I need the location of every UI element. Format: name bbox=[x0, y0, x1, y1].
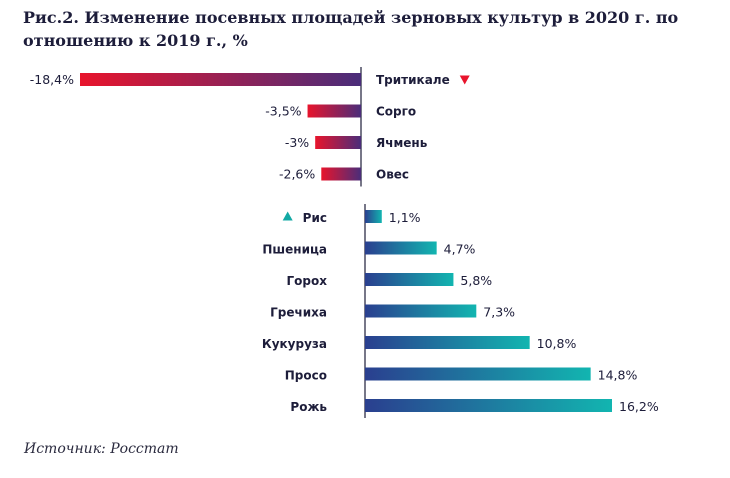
value-label-positive-7: 16,2% bbox=[619, 399, 659, 414]
up-triangle-icon bbox=[282, 211, 293, 221]
value-label-positive-3: 5,8% bbox=[460, 273, 492, 288]
category-label-negative-2: Сорго bbox=[376, 105, 416, 119]
value-label-positive-5: 10,8% bbox=[537, 336, 577, 351]
bar-positive-1 bbox=[365, 210, 382, 223]
value-label-negative-2: -3,5% bbox=[265, 104, 301, 119]
bar-positive-6 bbox=[365, 367, 591, 381]
bar-positive-7 bbox=[365, 399, 612, 412]
positive-bars-group: 1,1% Рис 4,7% Пшеница 5,8% Горох 7,3% Гречиха 10… bbox=[262, 204, 659, 418]
down-triangle-icon bbox=[459, 75, 470, 85]
bar-negative-1 bbox=[80, 73, 361, 86]
category-label-negative-1: Тритикале bbox=[376, 73, 450, 87]
source-note: Источник: Росстат bbox=[24, 441, 179, 457]
value-label-positive-6: 14,8% bbox=[598, 368, 638, 383]
category-label-positive-5: Кукуруза bbox=[262, 337, 327, 351]
bar-negative-4 bbox=[321, 167, 361, 181]
bar-negative-3 bbox=[315, 136, 361, 149]
bar-positive-2 bbox=[365, 241, 437, 255]
category-label-positive-4: Гречиха bbox=[270, 306, 327, 320]
category-label-positive-6: Просо bbox=[285, 369, 327, 383]
category-label-positive-7: Рожь bbox=[290, 400, 327, 414]
value-label-negative-1: -18,4% bbox=[30, 72, 74, 87]
chart-title: Рис.2. Изменение посевных площадей зерно… bbox=[23, 8, 679, 50]
bar-positive-3 bbox=[365, 273, 454, 286]
bar-negative-2 bbox=[307, 104, 361, 118]
bar-positive-4 bbox=[365, 304, 477, 318]
value-label-positive-4: 7,3% bbox=[483, 305, 515, 320]
category-label-negative-4: Овес bbox=[376, 168, 409, 182]
category-label-positive-3: Горох bbox=[287, 274, 328, 288]
negative-bars-group: -18,4% Тритикале -3,5% Сорго -3% Ячмень -2,6% О… bbox=[30, 67, 470, 187]
value-label-positive-1: 1,1% bbox=[389, 210, 421, 225]
value-label-negative-4: -2,6% bbox=[279, 167, 315, 182]
value-label-positive-2: 4,7% bbox=[444, 242, 476, 257]
bar-positive-5 bbox=[365, 336, 530, 349]
category-label-negative-3: Ячмень bbox=[376, 136, 428, 150]
category-label-positive-1: Рис bbox=[303, 211, 327, 225]
value-label-negative-3: -3% bbox=[285, 135, 309, 150]
category-label-positive-2: Пшеница bbox=[262, 243, 327, 257]
